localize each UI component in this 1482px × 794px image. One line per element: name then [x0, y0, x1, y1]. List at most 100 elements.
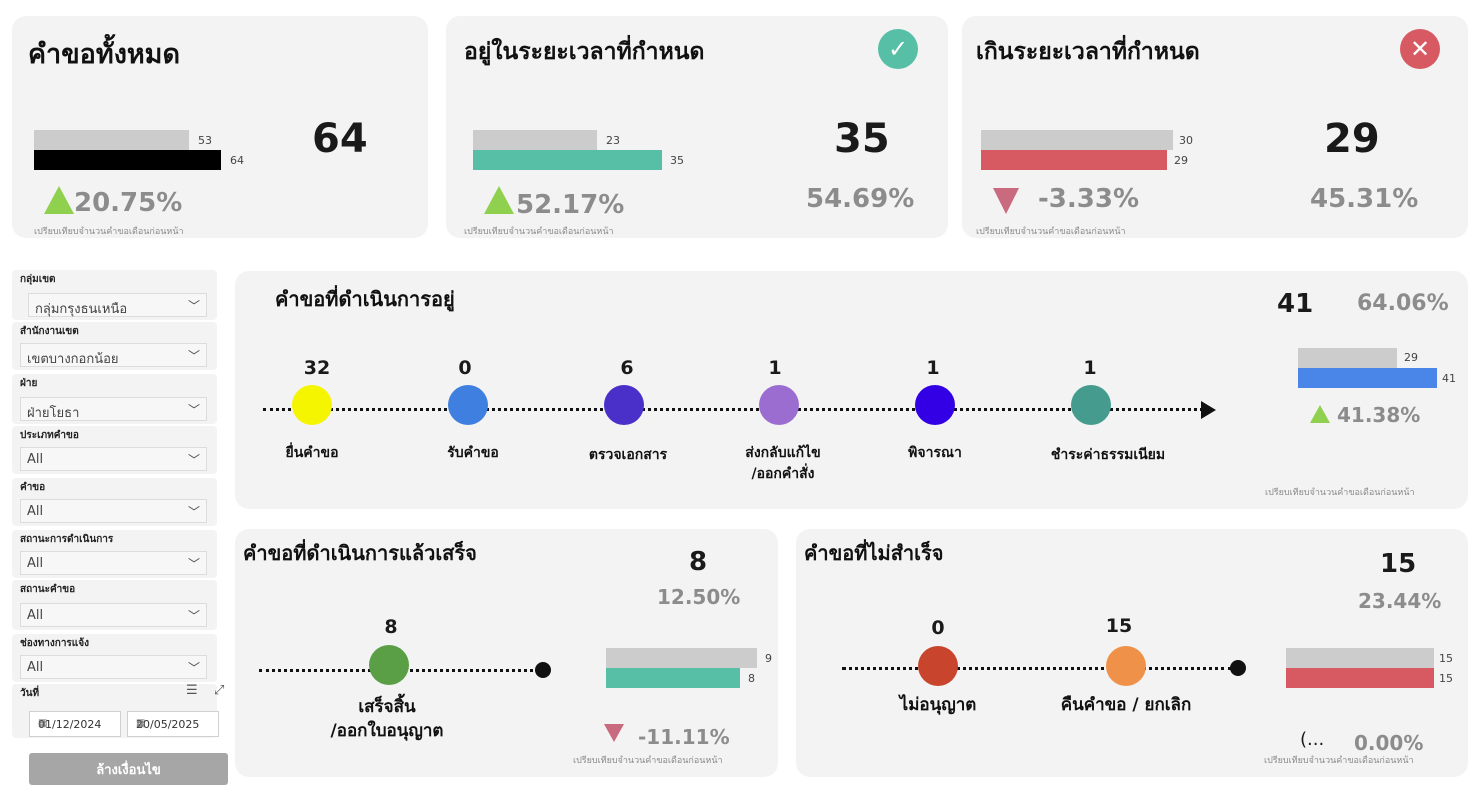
- trend-down-icon: [993, 188, 1019, 214]
- on-time-percent: 54.69%: [806, 184, 915, 214]
- current-bar-label: 35: [670, 154, 684, 167]
- start-date-input[interactable]: 01/12/2024 ▦: [29, 711, 121, 737]
- stage-value: 1: [1083, 357, 1097, 379]
- dropdown-value: All: [27, 660, 44, 675]
- comparison-note: เปรียบเทียบจำนวนคำขอเดือนก่อนหน้า: [1265, 488, 1415, 498]
- stage-node: [759, 385, 799, 425]
- filter-label: วันที่: [20, 688, 40, 699]
- filter-label: ฝ่าย: [20, 378, 38, 389]
- completed-card: คำขอที่ดำเนินการแล้วเสร็จ 8 12.50% 8 เสร…: [235, 529, 778, 777]
- current-bar: [473, 150, 662, 170]
- stage-label: ยื่นคำขอ: [285, 445, 339, 461]
- card-title: คำขอที่ดำเนินการอยู่: [275, 287, 455, 311]
- current-bar: [1298, 368, 1437, 388]
- stage-node: [292, 385, 332, 425]
- prev-month-bar-label: 15: [1439, 652, 1453, 665]
- stage-value: 1: [926, 357, 940, 379]
- stage-label: พิจารณา: [908, 445, 962, 461]
- overdue-percent: 45.31%: [1310, 184, 1419, 214]
- filter-icon[interactable]: ☰: [186, 683, 198, 698]
- request-dropdown[interactable]: All ﹀: [20, 499, 207, 523]
- chevron-down-icon: ﹀: [187, 349, 200, 363]
- prev-month-bar: [981, 130, 1173, 150]
- comparison-note: เปรียบเทียบจำนวนคำขอเดือนก่อนหน้า: [1264, 756, 1414, 766]
- trend-up-icon: [1310, 405, 1330, 423]
- close-icon: ✕: [1400, 29, 1440, 69]
- card-title: คำขอที่ดำเนินการแล้วเสร็จ: [243, 541, 477, 565]
- process-status-dropdown[interactable]: All ﹀: [20, 551, 207, 575]
- district-office-dropdown[interactable]: เขตบางกอกน้อย ﹀: [20, 343, 207, 367]
- chevron-down-icon: ﹀: [187, 299, 200, 313]
- total-requests-card: คำขอทั้งหมด 53 64 64 20.75% เปรียบเทียบจ…: [12, 16, 428, 238]
- filter-report-channel: ช่องทางการแจ้ง All ﹀: [12, 634, 217, 682]
- change-percent: 0.00%: [1354, 731, 1424, 755]
- total-value: 64: [312, 116, 368, 162]
- dropdown-value: กลุ่มกรุงธนเหนือ: [35, 302, 128, 317]
- comparison-note: เปรียบเทียบจำนวนคำขอเดือนก่อนหน้า: [573, 756, 723, 766]
- report-channel-dropdown[interactable]: All ﹀: [20, 655, 207, 679]
- change-percent: -11.11%: [638, 725, 730, 749]
- current-bar-label: 41: [1442, 372, 1456, 385]
- chevron-down-icon: ﹀: [187, 661, 200, 675]
- filter-request: คำขอ All ﹀: [12, 478, 217, 526]
- process-flow-line: [842, 667, 1232, 670]
- stage-label: ส่งกลับแก้ไข /ออกคำสั่ง: [745, 445, 821, 482]
- on-time-value: 35: [834, 116, 890, 162]
- prev-month-bar: [34, 130, 189, 150]
- prev-month-bar-label: 23: [606, 134, 620, 147]
- dropdown-value: All: [27, 608, 44, 623]
- stage-label: ตรวจเอกสาร: [588, 447, 668, 463]
- filter-request-status: สถานะคำขอ All ﹀: [12, 580, 217, 630]
- request-status-dropdown[interactable]: All ﹀: [20, 603, 207, 627]
- expand-icon[interactable]: ⤢: [214, 683, 225, 698]
- change-percent: 20.75%: [74, 188, 183, 218]
- chevron-down-icon: ﹀: [187, 505, 200, 519]
- card-title: คำขอที่ไม่สำเร็จ: [804, 541, 944, 565]
- clear-filters-button[interactable]: ล้างเงื่อนไข: [29, 753, 228, 785]
- filter-label: สถานะการดำเนินการ: [20, 534, 114, 545]
- change-percent: 41.38%: [1337, 403, 1421, 427]
- card-title: เกินระยะเวลาที่กำหนด: [976, 39, 1200, 65]
- process-flow-line: [263, 408, 1203, 411]
- failed-card: คำขอที่ไม่สำเร็จ 15 23.44% 0 ไม่อนุญาต 1…: [796, 529, 1468, 777]
- in-progress-percent: 64.06%: [1357, 291, 1449, 316]
- prev-month-bar-label: 9: [765, 652, 772, 665]
- stage-label: ชำระค่าธรรมเนียม: [1050, 447, 1166, 463]
- calendar-icon[interactable]: ▦: [38, 718, 48, 729]
- stage-value: 0: [931, 617, 945, 639]
- filter-zone-group: กลุ่มเขต กลุ่มกรุงธนเหนือ ﹀: [12, 270, 217, 320]
- stage-node: [1071, 385, 1111, 425]
- arrow-right-icon: [1201, 401, 1216, 419]
- failed-total: 15: [1380, 549, 1417, 579]
- change-percent: 52.17%: [516, 190, 625, 220]
- current-bar-label: 64: [230, 154, 244, 167]
- division-dropdown[interactable]: ฝ่ายโยธา ﹀: [20, 397, 207, 421]
- change-percent: -3.33%: [1038, 184, 1139, 214]
- prev-month-bar: [1298, 348, 1397, 368]
- dropdown-value: All: [27, 452, 44, 467]
- end-date-input[interactable]: 20/05/2025 ▦: [127, 711, 219, 737]
- prev-month-bar-label: 29: [1404, 351, 1418, 364]
- filter-label: กลุ่มเขต: [20, 274, 56, 285]
- current-bar-label: 15: [1439, 672, 1453, 685]
- calendar-icon[interactable]: ▦: [136, 718, 146, 729]
- prev-month-bar: [606, 648, 757, 668]
- comparison-note: เปรียบเทียบจำนวนคำขอเดือนก่อนหน้า: [464, 227, 614, 237]
- zone-group-dropdown[interactable]: กลุ่มกรุงธนเหนือ ﹀: [28, 293, 207, 317]
- chevron-down-icon: ﹀: [187, 453, 200, 467]
- request-type-dropdown[interactable]: All ﹀: [20, 447, 207, 471]
- completed-percent: 12.50%: [657, 585, 741, 609]
- stage-node: [1106, 646, 1146, 686]
- end-date-value: 20/05/2025: [136, 718, 200, 731]
- filter-label: ช่องทางการแจ้ง: [20, 638, 89, 649]
- failed-percent: 23.44%: [1358, 589, 1442, 613]
- check-icon: ✓: [878, 29, 918, 69]
- comparison-note: เปรียบเทียบจำนวนคำขอเดือนก่อนหน้า: [34, 227, 184, 237]
- overdue-card: เกินระยะเวลาที่กำหนด ✕ 30 29 29 45.31% -…: [962, 16, 1468, 238]
- current-bar: [606, 668, 740, 688]
- prev-month-bar-label: 53: [198, 134, 212, 147]
- change-prefix: (...: [1300, 729, 1325, 750]
- current-bar-label: 8: [748, 672, 755, 685]
- filter-district-office: สำนักงานเขต เขตบางกอกน้อย ﹀: [12, 322, 217, 370]
- current-bar: [1286, 668, 1434, 688]
